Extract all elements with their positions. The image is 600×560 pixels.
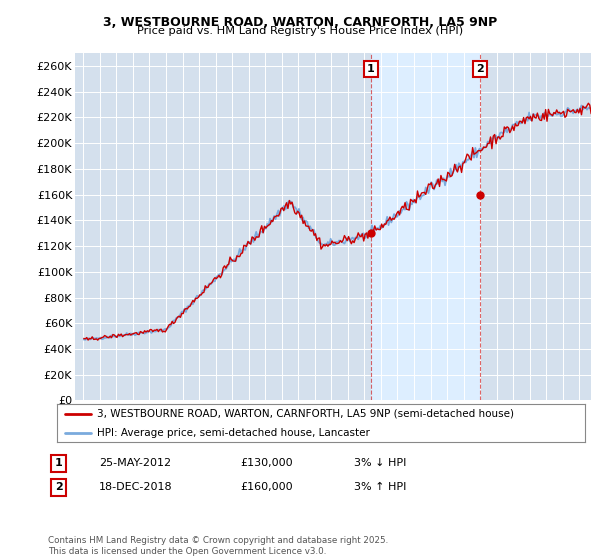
Text: 3% ↑ HPI: 3% ↑ HPI bbox=[354, 482, 406, 492]
Text: £160,000: £160,000 bbox=[240, 482, 293, 492]
Text: 1: 1 bbox=[55, 458, 62, 468]
Text: 2: 2 bbox=[476, 64, 484, 74]
Text: Price paid vs. HM Land Registry's House Price Index (HPI): Price paid vs. HM Land Registry's House … bbox=[137, 26, 463, 36]
Text: 25-MAY-2012: 25-MAY-2012 bbox=[99, 458, 171, 468]
Bar bbox=[371, 53, 480, 400]
Text: Contains HM Land Registry data © Crown copyright and database right 2025.
This d: Contains HM Land Registry data © Crown c… bbox=[48, 536, 388, 556]
Text: 3, WESTBOURNE ROAD, WARTON, CARNFORTH, LA5 9NP (semi-detached house): 3, WESTBOURNE ROAD, WARTON, CARNFORTH, L… bbox=[97, 409, 514, 419]
Text: HPI: Average price, semi-detached house, Lancaster: HPI: Average price, semi-detached house,… bbox=[97, 428, 370, 438]
Text: 3, WESTBOURNE ROAD, WARTON, CARNFORTH, LA5 9NP: 3, WESTBOURNE ROAD, WARTON, CARNFORTH, L… bbox=[103, 16, 497, 29]
Text: 1: 1 bbox=[367, 64, 375, 74]
Text: 3% ↓ HPI: 3% ↓ HPI bbox=[354, 458, 406, 468]
Text: 2: 2 bbox=[55, 482, 62, 492]
Text: £130,000: £130,000 bbox=[240, 458, 293, 468]
Text: 18-DEC-2018: 18-DEC-2018 bbox=[99, 482, 173, 492]
